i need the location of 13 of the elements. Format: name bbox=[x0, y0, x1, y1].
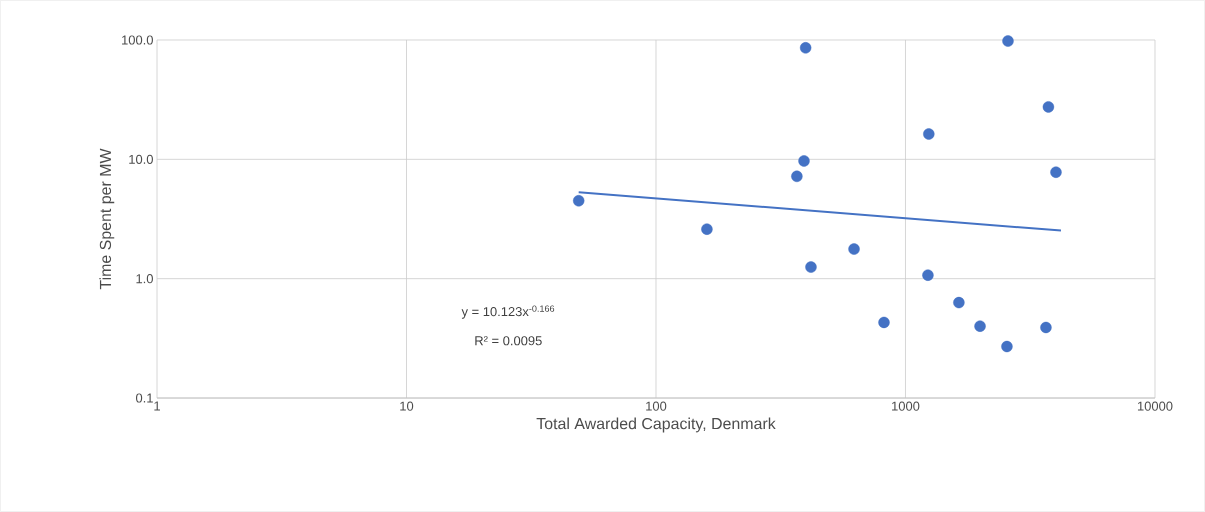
x-tick-label: 1000 bbox=[892, 401, 920, 411]
x-tick-label: 10 bbox=[400, 401, 414, 411]
annotation: y = 10.123x$^{-0.166}$ bbox=[461, 305, 555, 319]
x-tick-label: 1 bbox=[154, 401, 160, 411]
x-axis-title: Total Awarded Capacity, Denmark bbox=[536, 417, 776, 433]
y-tick-label: 100.0 bbox=[122, 35, 153, 45]
y-tick-label: 0.1 bbox=[135, 393, 153, 403]
y-axis-title: Time Spent per MW bbox=[99, 148, 115, 290]
y-tick-label: 10.0 bbox=[129, 154, 153, 164]
x-tick-label: 100 bbox=[646, 401, 667, 411]
annotation: R² = 0.0095 bbox=[475, 336, 542, 346]
x-tick-label: 10000 bbox=[1137, 401, 1173, 411]
y-tick-label: 1.0 bbox=[136, 274, 153, 284]
